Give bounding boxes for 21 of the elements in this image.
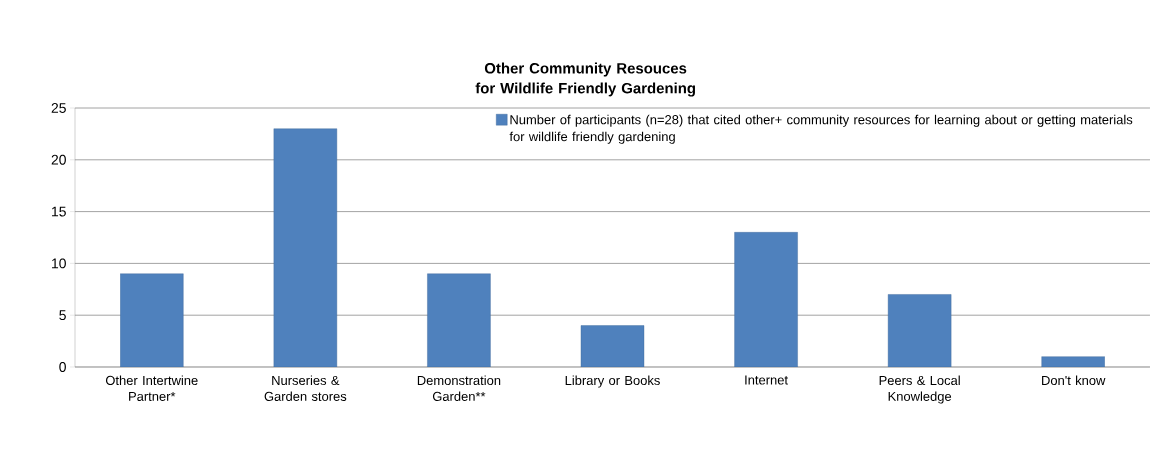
x-tick-label: Don't know bbox=[1042, 375, 1106, 386]
y-tick-label: 10 bbox=[52, 258, 66, 269]
x-tick-label: Peers & Local Knowledge bbox=[879, 375, 960, 404]
y-tick-label: 15 bbox=[52, 206, 66, 217]
y-tick-label: 5 bbox=[59, 310, 66, 321]
bar bbox=[120, 273, 184, 367]
bar bbox=[427, 273, 491, 367]
y-tick-label: 20 bbox=[51, 154, 66, 165]
bar bbox=[580, 325, 645, 367]
bar bbox=[734, 232, 798, 367]
x-tick-label: Library or Books bbox=[565, 375, 660, 388]
x-tick-label: Other Intertwine Partner* bbox=[105, 375, 198, 401]
y-tick-label: 0 bbox=[59, 362, 66, 372]
x-tick-label: Nurseries & Garden stores bbox=[264, 375, 347, 401]
chart-title: Other Community Resouces for Wildlife Friendly Gardening bbox=[475, 62, 695, 97]
legend-label: Number of participants (n=28) that cited other+ community resources for learning about or getting materials for wildlife friendly gardening bbox=[509, 114, 1133, 144]
y-tick-label: 25 bbox=[51, 103, 66, 113]
x-tick-label: Internet bbox=[745, 375, 788, 385]
x-tick-label: Demonstration Garden** bbox=[417, 375, 501, 401]
bar bbox=[887, 294, 952, 367]
bar bbox=[273, 128, 338, 367]
